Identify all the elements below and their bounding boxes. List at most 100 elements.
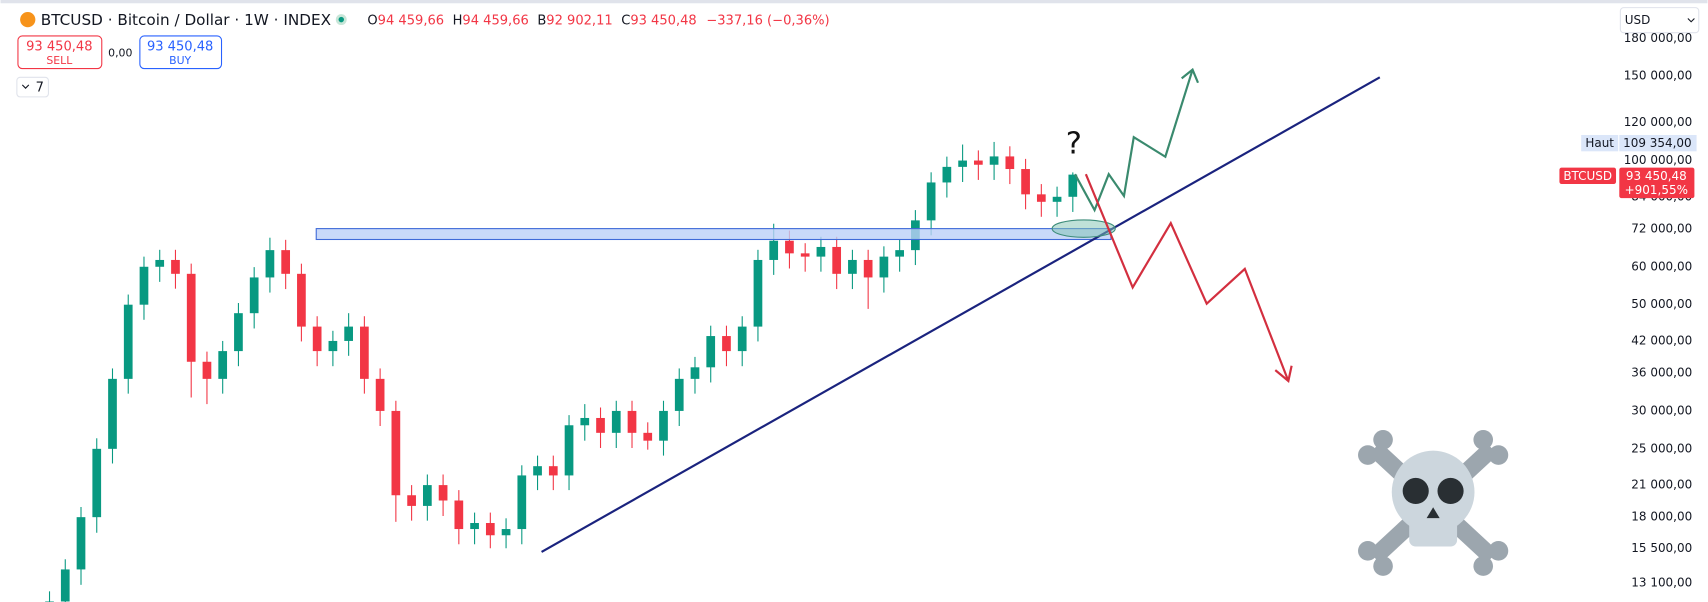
candle-body [627, 410, 637, 433]
candle-body [186, 273, 196, 362]
chevron [21, 84, 30, 89]
candle-body [438, 485, 448, 501]
y-tick-label: 180 000,00 [1624, 31, 1693, 45]
candle-body [1005, 156, 1015, 170]
y-tick-label: 72 000,00 [1631, 221, 1692, 235]
candle-body [60, 569, 70, 602]
high-price-tag [1619, 134, 1697, 152]
candle-body [895, 250, 904, 257]
bull-arrowhead [1180, 67, 1200, 84]
sell-price: 93 450,48 [26, 39, 92, 54]
change-value: −337,16 (−0,36%) [706, 13, 829, 28]
candle-body [942, 166, 952, 183]
candle-body [485, 523, 495, 536]
candle-body [879, 256, 889, 278]
y-tick-label: 21 000,00 [1631, 478, 1692, 492]
candle-body [958, 160, 967, 167]
candle-body [265, 250, 275, 278]
low-value: 92 902,11 [546, 13, 612, 28]
y-tick-label: 13 100,00 [1631, 576, 1692, 590]
candle-body [564, 425, 574, 476]
bear-arrowhead [1274, 365, 1293, 384]
candle-body [1036, 194, 1046, 202]
candle-body [344, 326, 353, 341]
buy-label: BUY [169, 54, 191, 67]
sell-button[interactable] [17, 35, 103, 70]
candle-body [218, 351, 228, 379]
y-tick-label: 150 000,00 [1624, 69, 1693, 83]
candle-body [202, 361, 212, 379]
highlight-ellipse [1051, 219, 1116, 238]
open-value: 94 459,66 [378, 13, 444, 28]
symbol-title[interactable]: BTCUSD · Bitcoin / Dollar · 1W · INDEX [41, 11, 331, 29]
high-tag [1581, 134, 1619, 152]
candle-body [501, 529, 511, 536]
candle-body [249, 277, 259, 314]
symbol-tag-label: BTCUSD [1563, 169, 1612, 183]
candle-body [517, 475, 527, 530]
symbol-tag [1559, 167, 1617, 184]
open-label: O [367, 13, 377, 28]
market-status-dot [338, 16, 344, 23]
top-border [0, 0, 1708, 4]
candle-body [108, 378, 117, 449]
candle-body [123, 304, 133, 379]
close-value: 93 450,48 [630, 13, 696, 28]
candle-body [454, 500, 464, 530]
price-axis: 180 000,00 150 000,00 120 000,00 100 000,00… [1616, 31, 1692, 590]
candle-body [1021, 169, 1030, 195]
candle-body [800, 253, 810, 257]
zone-rectangle [315, 228, 1112, 241]
y-tick-label: 50 000,00 [1631, 297, 1692, 311]
y-tick-label: 36 000,00 [1631, 366, 1692, 380]
y-tick-label: 25 000,00 [1631, 441, 1692, 455]
candle-body [533, 466, 542, 476]
candle-body [785, 240, 794, 254]
bull-path [1074, 69, 1194, 213]
candle-body [391, 410, 401, 496]
high-price: 109 354,00 [1623, 136, 1692, 150]
y-tick-label: 100 000,00 [1624, 153, 1693, 167]
candle-body [422, 485, 432, 506]
y-tick-label: 15 500,00 [1631, 541, 1692, 555]
candle-body [580, 417, 590, 426]
candle-body [360, 326, 369, 379]
last-change: +901,55% [1625, 183, 1688, 197]
candle-body [863, 259, 873, 278]
indicators-toggle[interactable] [16, 76, 49, 98]
candle-body [76, 517, 86, 570]
y-tick-label: 42 000,00 [1631, 333, 1692, 347]
candle-body [328, 340, 338, 352]
chevron [1687, 18, 1695, 23]
candle-body [548, 466, 558, 476]
candle-body [722, 336, 731, 352]
skull-crossbones [1358, 430, 1509, 576]
candle-body [470, 523, 479, 530]
ohlc-legend: O94 459,66 H94 459,66 B92 902,11 C93 450… [367, 13, 829, 28]
candle-body [1052, 196, 1062, 202]
y-tick-label: 60 000,00 [1631, 259, 1692, 273]
candle-body [155, 259, 165, 267]
last-price-tag [1619, 167, 1695, 199]
trend-line [541, 76, 1381, 553]
low-label: B [537, 13, 546, 28]
candle-body [407, 495, 416, 506]
y-tick-label: 30 000,00 [1631, 403, 1692, 417]
high-label: H [453, 13, 463, 28]
candle-body [769, 240, 779, 260]
candle-body [816, 246, 826, 257]
candle-body [973, 160, 983, 165]
candle-body [643, 432, 653, 441]
candle-body [926, 182, 936, 221]
y-tick-label: 18 000,00 [1631, 510, 1692, 524]
buy-button[interactable] [139, 35, 223, 70]
candle-body [690, 367, 700, 379]
candle-body [848, 259, 857, 274]
candle-body [281, 250, 291, 274]
candle-body [171, 259, 180, 274]
high-value: 94 459,66 [462, 13, 528, 28]
indicators-count: 7 [36, 81, 44, 96]
candle-body [375, 378, 385, 411]
currency-select[interactable] [1619, 7, 1700, 34]
